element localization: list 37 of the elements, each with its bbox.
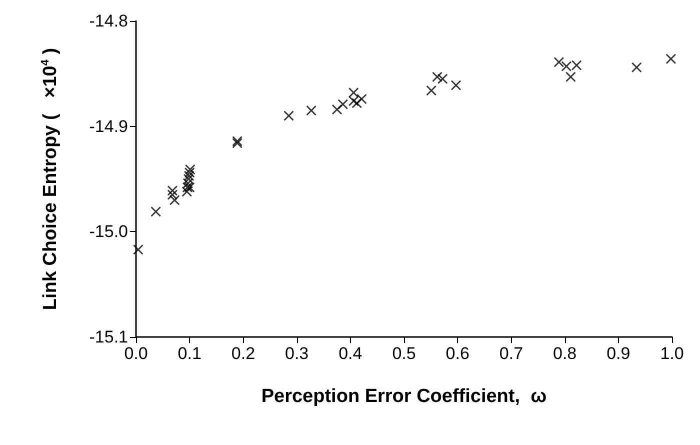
point — [566, 72, 576, 82]
point — [450, 80, 461, 90]
point — [133, 244, 144, 255]
point — [572, 60, 582, 70]
point — [338, 99, 348, 110]
y-tick-label: -15.1 — [89, 328, 128, 346]
point — [438, 74, 448, 84]
point — [184, 182, 195, 192]
x-tick-label: 0.6 — [446, 344, 470, 363]
point — [356, 94, 367, 104]
point — [426, 86, 436, 96]
x-tick-label: 0.8 — [552, 344, 577, 363]
y-tick-label: -14.8 — [89, 12, 128, 30]
y-tick-label: -14.9 — [89, 116, 128, 136]
x-tick-label: 0.7 — [499, 344, 524, 363]
y-tick-label: -15.0 — [89, 222, 128, 242]
point — [632, 62, 642, 72]
x-tick-label: 0.9 — [606, 344, 630, 363]
x-tick-label: 1.0 — [660, 344, 684, 363]
x-tick-label: 0.2 — [231, 344, 256, 363]
point — [666, 54, 676, 64]
x-tick-label: 0.4 — [338, 344, 362, 363]
point — [284, 110, 294, 121]
y-axis-title: Link Choice Entropy ( ×104 ) — [40, 48, 61, 310]
point — [348, 88, 359, 98]
point — [150, 206, 161, 217]
x-tick-label: 0.1 — [178, 344, 202, 363]
point — [170, 195, 180, 206]
point — [185, 164, 196, 175]
x-tick-label: 0.5 — [392, 344, 416, 363]
point — [554, 57, 564, 68]
point — [332, 104, 342, 114]
point — [561, 61, 572, 72]
x-tick-label: 0.3 — [284, 344, 309, 363]
point — [306, 106, 316, 116]
x-tick-label: 0.0 — [124, 344, 148, 363]
x-axis-title: Perception Error Coefficient, ω — [261, 386, 547, 407]
